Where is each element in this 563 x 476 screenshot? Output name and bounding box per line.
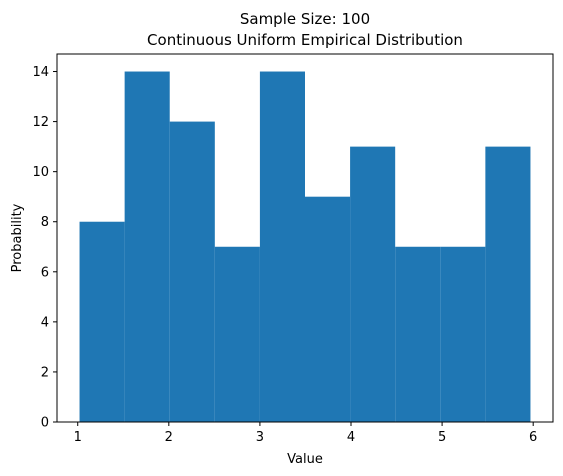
chart-subtitle: Continuous Uniform Empirical Distributio… [147, 31, 463, 49]
bar [124, 71, 170, 423]
bar [305, 196, 351, 422]
y-tick-label: 8 [41, 215, 49, 230]
x-axis-label: Value [287, 452, 323, 467]
x-tick-label: 4 [347, 430, 355, 445]
y-tick-label: 12 [32, 115, 49, 130]
y-tick-label: 6 [41, 265, 49, 280]
bar [350, 146, 396, 422]
y-tick-label: 10 [32, 165, 49, 180]
x-tick-label: 5 [438, 430, 446, 445]
bar [79, 221, 125, 422]
bar [169, 121, 215, 423]
chart-title: Sample Size: 100 [240, 10, 370, 28]
axes-frame [56, 53, 554, 423]
bar [485, 146, 531, 422]
y-tick-label: 2 [41, 365, 49, 380]
y-tick-label: 0 [41, 416, 49, 431]
x-tick-label: 1 [74, 430, 82, 445]
x-tick-label: 2 [165, 430, 173, 445]
y-tick-label: 14 [32, 65, 49, 80]
bar [395, 246, 441, 422]
y-axis-label: Probability [10, 203, 25, 272]
bar [259, 71, 305, 423]
bar [440, 246, 486, 422]
x-tick-label: 6 [529, 430, 537, 445]
x-tick-label: 3 [256, 430, 264, 445]
bar [214, 246, 260, 422]
y-tick-label: 4 [41, 315, 49, 330]
